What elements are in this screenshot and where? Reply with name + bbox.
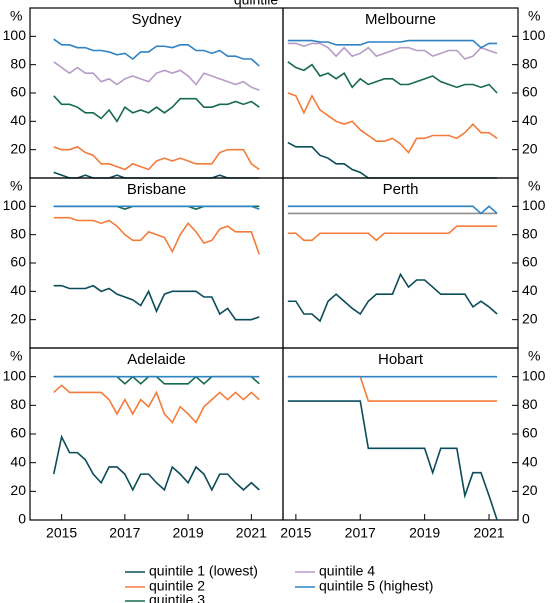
y-tick-label: 60: [10, 84, 26, 100]
y-tick-label: 100: [3, 367, 27, 383]
y-tick-label: 80: [522, 225, 538, 241]
x-tick-label: 2015: [280, 525, 311, 541]
y-tick-label: 0: [18, 511, 26, 527]
legend-label: quintile 3: [149, 592, 205, 603]
y-tick-label: 100: [3, 27, 27, 43]
series-line: [287, 92, 498, 154]
series-line: [287, 61, 498, 94]
y-unit: %: [10, 178, 22, 194]
legend-label: quintile 1 (lowest): [149, 563, 258, 579]
y-tick-label: 20: [10, 140, 26, 156]
y-tick-label: 100: [522, 367, 546, 383]
series-line: [53, 205, 260, 210]
series-line: [287, 400, 498, 521]
x-tick-label: 2021: [473, 525, 504, 541]
series-line: [53, 284, 260, 321]
y-tick-label: 40: [10, 453, 26, 469]
panel-frame: [29, 347, 284, 521]
series-line: [287, 141, 498, 179]
y-tick-label: 80: [522, 396, 538, 412]
panel-title: Adelaide: [127, 351, 185, 368]
y-tick-label: 40: [522, 453, 538, 469]
panel-title: Brisbane: [127, 181, 186, 198]
series-line: [287, 375, 498, 402]
legend-label: quintile 4: [319, 563, 375, 579]
x-tick-label: 2021: [236, 525, 267, 541]
y-unit: %: [528, 8, 540, 24]
y-tick-label: 60: [522, 254, 538, 270]
x-tick-label: 2017: [345, 525, 376, 541]
y-tick-label: 80: [10, 55, 26, 71]
y-tick-label: 20: [522, 482, 538, 498]
y-tick-label: 60: [10, 425, 26, 441]
y-unit: %: [528, 348, 540, 364]
panel-title: Melbourne: [365, 11, 436, 28]
y-tick-label: 20: [10, 310, 26, 326]
series-line: [287, 225, 498, 242]
y-unit: %: [528, 178, 540, 194]
x-tick-label: 2015: [46, 525, 77, 541]
y-tick-label: 80: [522, 55, 538, 71]
y-tick-label: 20: [522, 310, 538, 326]
series-line: [287, 272, 498, 323]
series-line: [53, 145, 260, 171]
series-line: [53, 171, 260, 179]
y-tick-label: 100: [3, 197, 27, 213]
chart-title: quintile: [234, 0, 279, 8]
series-line: [53, 95, 260, 123]
y-tick-label: 80: [10, 396, 26, 412]
legend-label: quintile 2: [149, 578, 205, 594]
panel-frame: [282, 347, 519, 521]
series-line: [53, 216, 261, 255]
panel-title: Hobart: [378, 351, 424, 368]
y-tick-label: 40: [522, 112, 538, 128]
x-tick-label: 2017: [109, 525, 140, 541]
y-unit: %: [10, 8, 22, 24]
x-tick-label: 2019: [173, 525, 204, 541]
legend-label: quintile 5 (highest): [319, 578, 433, 594]
series-line: [52, 434, 260, 492]
panel-title: Perth: [383, 181, 419, 198]
y-tick-label: 20: [522, 140, 538, 156]
y-tick-label: 100: [522, 27, 546, 43]
series-line: [53, 375, 260, 385]
y-tick-label: 60: [522, 425, 538, 441]
y-unit: %: [10, 348, 22, 364]
y-tick-label: 40: [10, 112, 26, 128]
y-tick-label: 40: [10, 282, 26, 298]
series-line: [53, 38, 260, 67]
y-tick-label: 60: [522, 84, 538, 100]
y-tick-label: 20: [10, 482, 26, 498]
y-tick-label: 80: [10, 225, 26, 241]
series-line: [53, 384, 260, 424]
y-tick-label: 40: [522, 282, 538, 298]
panel-frame: [282, 177, 519, 349]
series-line: [53, 61, 260, 91]
series-line: [287, 39, 498, 49]
y-tick-label: 100: [522, 197, 546, 213]
y-tick-label: 60: [10, 254, 26, 270]
panel-frame: [29, 177, 284, 349]
y-tick-label: 0: [522, 511, 530, 527]
x-tick-label: 2019: [409, 525, 440, 541]
series-line: [287, 205, 498, 215]
panel-title: Sydney: [131, 11, 182, 28]
series-line: [287, 42, 498, 60]
